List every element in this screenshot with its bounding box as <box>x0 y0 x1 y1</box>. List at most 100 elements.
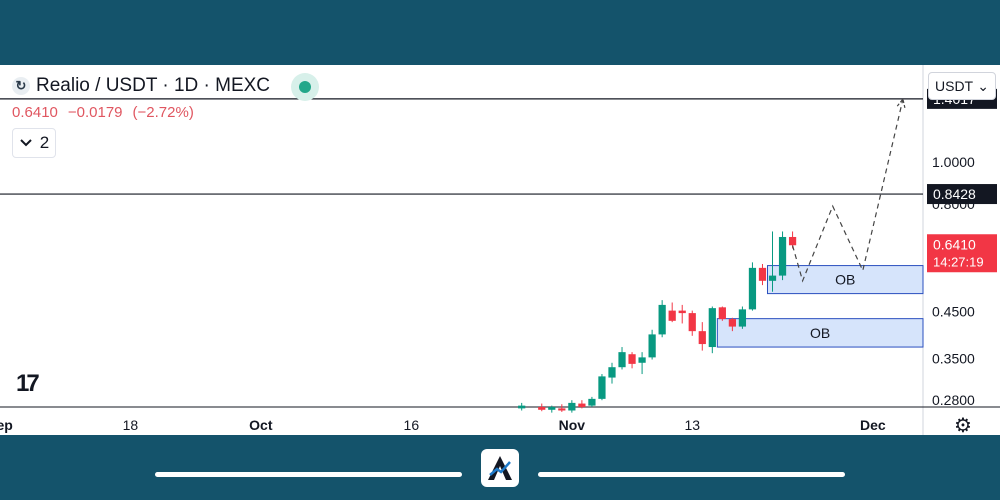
left-divider-line <box>155 472 462 477</box>
price-tick-label: 0.4500 <box>932 303 975 319</box>
level-price-label: 0.8428 <box>933 186 976 202</box>
realio-logo-icon: ↻ <box>12 77 30 95</box>
candle <box>748 262 757 311</box>
price-tick-label: 0.2800 <box>932 392 975 408</box>
order-block-zone <box>716 318 924 348</box>
candle-body <box>698 331 706 345</box>
candle-body <box>548 407 556 410</box>
order-blocks[interactable]: OB OB <box>716 265 924 348</box>
projection-path[interactable] <box>791 97 906 283</box>
change-pct-text: (−2.72%) <box>132 104 194 121</box>
change-text: −0.0179 <box>67 104 123 121</box>
last-price-label: 0.6410 <box>933 236 976 252</box>
candle <box>588 396 596 407</box>
market-status-indicator[interactable] <box>291 73 319 101</box>
market-open-dot-icon <box>299 81 311 93</box>
order-block-label: OB <box>810 325 830 341</box>
price-axis[interactable]: 1.00000.80000.45000.35000.28001.40170.84… <box>927 88 997 408</box>
candle <box>608 362 616 384</box>
candle-body <box>718 307 726 320</box>
candle <box>708 306 716 354</box>
projection-dashed-line <box>791 98 904 283</box>
price-tick-label: 1.0000 <box>932 154 975 170</box>
candle-body <box>588 398 596 406</box>
candle <box>768 231 777 292</box>
candle <box>578 400 586 409</box>
price-tick-label: 0.3500 <box>932 350 975 366</box>
horizontal-levels[interactable] <box>0 98 923 195</box>
time-tick-label: Dec <box>860 417 886 433</box>
candle <box>698 322 706 351</box>
tradingview-logo-icon[interactable]: 17 <box>16 370 40 397</box>
candle-body <box>618 352 626 368</box>
brand-a-icon <box>488 456 512 480</box>
currency-select[interactable]: USDT ⌄ <box>928 72 996 100</box>
candle <box>688 310 696 336</box>
candle-body <box>608 367 616 378</box>
time-tick-label: 16 <box>404 417 420 433</box>
time-tick-label: 13 <box>684 417 700 433</box>
chevron-down-icon: ⌄ <box>977 77 989 94</box>
symbol-header[interactable]: ↻ Realio / USDT · 1D · MEXC <box>12 74 270 98</box>
candle <box>558 404 566 412</box>
bar-countdown-label: 14:27:19 <box>933 254 984 269</box>
time-tick-label: 18 <box>123 417 139 433</box>
candle <box>728 317 736 332</box>
time-tick-label: Sep <box>0 417 13 433</box>
candle <box>518 402 526 411</box>
time-tick-label: Oct <box>249 417 273 433</box>
candle <box>758 263 767 286</box>
candle <box>628 352 636 369</box>
candles[interactable] <box>518 231 797 413</box>
brand-logo-icon[interactable] <box>481 449 519 487</box>
candle <box>538 403 546 412</box>
chevron-down-icon <box>20 139 32 147</box>
candle-body <box>788 236 797 246</box>
candle-body <box>558 408 566 411</box>
candle-body <box>598 376 606 399</box>
candle <box>738 306 747 329</box>
price-change-row: 0.6410 −0.0179 (−2.72%) <box>12 104 198 121</box>
last-price-label-box <box>927 234 997 273</box>
candle-body <box>728 319 736 327</box>
candle <box>718 306 726 321</box>
candle-body <box>668 310 676 321</box>
candle <box>638 352 646 375</box>
settings-gear-icon[interactable]: ⚙ <box>954 415 972 435</box>
symbol-pair-title[interactable]: Realio / USDT · 1D · MEXC <box>36 75 271 96</box>
candle <box>778 231 787 281</box>
order-block-label: OB <box>835 272 855 288</box>
candle <box>548 405 556 413</box>
projection-arrowhead <box>896 97 906 109</box>
candle-body <box>688 313 696 332</box>
candle-body <box>758 267 767 281</box>
indicators-toggle-button[interactable]: 2 <box>12 128 56 158</box>
last-price-text: 0.6410 <box>12 104 58 121</box>
candle-body <box>768 275 777 281</box>
candle-body <box>738 309 747 327</box>
order-block-zone <box>766 265 924 295</box>
time-axis[interactable]: Sep 18 Oct 16 Nov 13 Dec <box>0 417 886 433</box>
candle <box>658 300 666 338</box>
candle-body <box>578 403 586 407</box>
indicator-count: 2 <box>39 133 50 152</box>
candle-body <box>568 402 576 411</box>
candle-body <box>538 407 546 410</box>
candle <box>648 329 656 360</box>
right-divider-line <box>538 472 845 477</box>
candle <box>568 400 576 413</box>
candle-body <box>648 334 656 358</box>
candle-body <box>708 308 716 348</box>
currency-select-value: USDT <box>935 78 974 94</box>
candle <box>618 347 626 370</box>
candle-body <box>748 267 757 310</box>
candle-body <box>628 354 636 364</box>
candle-body <box>678 310 686 314</box>
candle-body <box>778 236 787 276</box>
time-tick-label: Nov <box>559 417 586 433</box>
candle <box>668 302 676 323</box>
level-price-label-box <box>927 184 997 205</box>
candle <box>678 304 686 324</box>
